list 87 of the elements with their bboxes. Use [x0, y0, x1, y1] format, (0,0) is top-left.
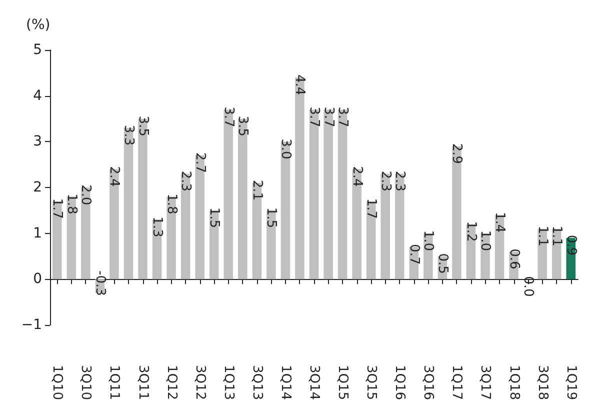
x-tick-label: 3Q12 — [192, 364, 208, 400]
bar — [238, 118, 248, 280]
x-tick-label: 3Q11 — [135, 364, 150, 400]
bar — [124, 128, 134, 280]
data-label: 0.9 — [563, 234, 578, 256]
bar — [352, 169, 362, 280]
x-tick-label: 3Q14 — [306, 364, 322, 400]
bar — [394, 174, 404, 280]
data-label: 1.8 — [164, 194, 179, 214]
data-label: 1.4 — [492, 212, 508, 233]
x-tick-label: 3Q18 — [534, 364, 550, 400]
data-label: 2.4 — [106, 166, 122, 187]
data-label: 1.5 — [206, 207, 222, 228]
y-tick-label: 5 — [33, 42, 42, 58]
y-tick-label: 4 — [33, 88, 42, 104]
bar — [52, 201, 62, 280]
bar — [166, 196, 176, 280]
data-label: 2.3 — [178, 170, 194, 192]
data-label: 4.4 — [292, 74, 308, 96]
x-tick-label: 1Q17 — [449, 364, 464, 400]
x-tick-label: 3Q15 — [364, 364, 379, 400]
data-label: 3.5 — [135, 116, 150, 136]
data-label: 2.4 — [349, 166, 364, 187]
x-tick-label: 1Q19 — [563, 364, 578, 400]
data-label: 3.0 — [278, 138, 293, 160]
bar — [338, 110, 348, 280]
bar — [324, 110, 333, 280]
data-label: 1.5 — [264, 207, 279, 228]
bar — [295, 77, 304, 280]
bar — [452, 146, 462, 280]
data-label: 3.7 — [320, 106, 336, 128]
x-tick-label: 1Q16 — [392, 364, 408, 400]
x-tick-label: 1Q15 — [335, 364, 350, 400]
x-tick-label: 3Q16 — [420, 364, 436, 400]
bar — [195, 155, 204, 280]
data-label: 3.7 — [220, 106, 236, 128]
y-tick-label: 2 — [33, 179, 42, 196]
data-label: 1.3 — [150, 216, 165, 238]
bar — [138, 118, 148, 280]
x-tick-label: 3Q17 — [478, 364, 493, 400]
x-tick-label: 1Q18 — [506, 364, 522, 400]
data-label: 3.7 — [335, 106, 350, 128]
y-axis-title: (%) — [26, 17, 50, 33]
x-tick-label: 1Q11 — [106, 364, 122, 400]
bar — [110, 169, 119, 280]
data-label: 1.8 — [64, 194, 79, 214]
data-label: 2.7 — [192, 152, 208, 174]
y-tick-label: 3 — [33, 134, 42, 150]
data-label: 0.6 — [506, 248, 522, 270]
data-label: 3.5 — [235, 116, 250, 136]
x-tick-label: 1Q14 — [278, 364, 293, 400]
data-label: 1.1 — [549, 226, 564, 246]
data-label: 1.0 — [420, 230, 436, 251]
bar — [224, 110, 234, 280]
bar — [180, 174, 190, 280]
data-label: 1.1 — [534, 226, 550, 246]
bar — [280, 142, 290, 280]
bar — [538, 228, 547, 280]
data-label: 0.7 — [406, 244, 422, 265]
x-tick-label: 1Q12 — [164, 364, 179, 400]
data-label: 2.9 — [449, 143, 464, 164]
y-tick-label: 1 — [33, 225, 42, 242]
x-tick-label: 3Q10 — [78, 364, 94, 400]
data-label: 2.3 — [392, 170, 408, 192]
data-label: 1.2 — [463, 221, 478, 242]
bar — [209, 210, 219, 280]
y-tick-label: −1 — [21, 316, 42, 333]
data-label: 1.7 — [364, 198, 379, 219]
x-tick-label: 1Q10 — [50, 364, 65, 400]
data-label: 3.3 — [120, 124, 136, 146]
bar — [266, 210, 276, 280]
data-label: 1.0 — [478, 230, 493, 251]
data-label: 1.7 — [50, 198, 65, 219]
bar — [252, 182, 262, 280]
data-label: 2.0 — [78, 184, 94, 206]
bar — [309, 110, 319, 280]
bar — [366, 201, 376, 280]
x-tick-label: 1Q13 — [220, 364, 236, 400]
data-label: 3.7 — [306, 106, 322, 128]
x-tick-label: 3Q13 — [249, 364, 264, 400]
data-label: 0.5 — [434, 253, 450, 274]
data-label: 2.3 — [378, 170, 393, 192]
data-label: 2.1 — [249, 180, 264, 201]
bar — [380, 174, 390, 280]
y-tick-label: 0 — [33, 271, 42, 288]
bar — [81, 187, 90, 280]
data-label: -0.3 — [92, 270, 108, 296]
